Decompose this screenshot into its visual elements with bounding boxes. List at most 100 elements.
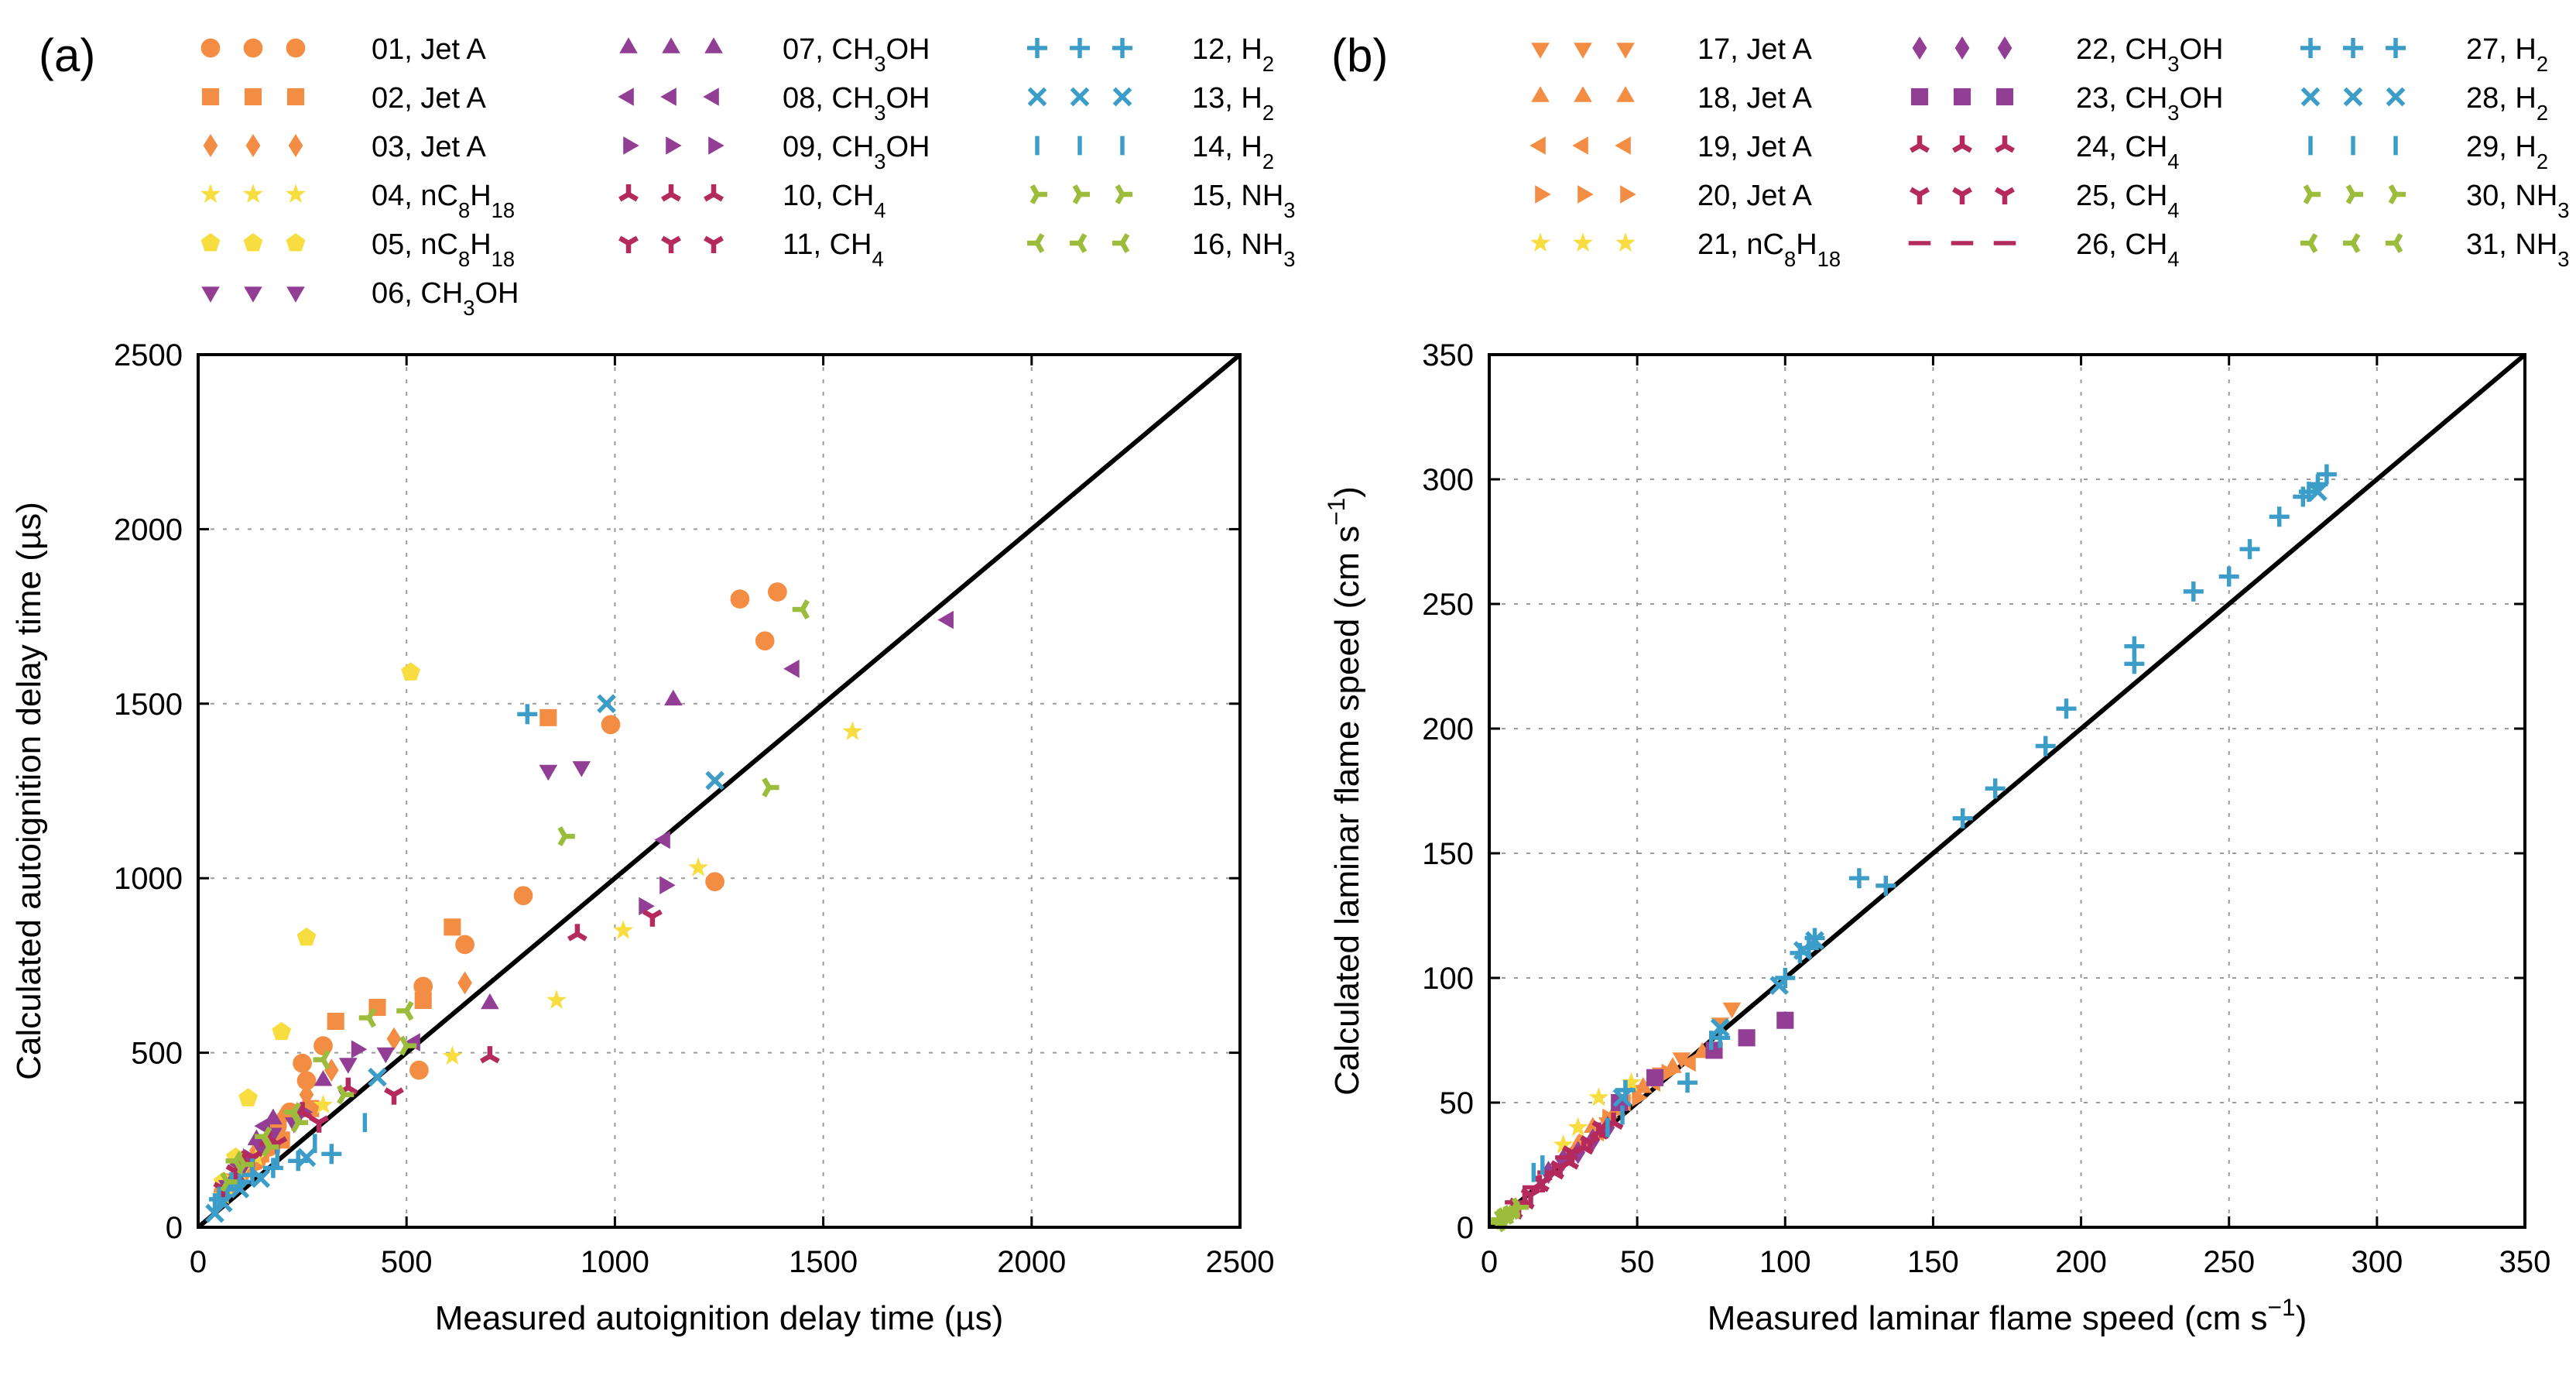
legend-marker bbox=[1070, 38, 1090, 58]
legend-label: 25, CH4 bbox=[2076, 180, 2180, 222]
legend-marker bbox=[201, 286, 220, 303]
data-point bbox=[1722, 1002, 1742, 1019]
data-point bbox=[1875, 875, 1896, 896]
data-point bbox=[396, 1000, 414, 1021]
y-tick-label: 200 bbox=[1422, 712, 1474, 746]
legend-marker bbox=[1027, 233, 1045, 253]
legend-entry-23: 23, CH3OH bbox=[1910, 82, 2224, 125]
legend-label: 07, CH3OH bbox=[783, 33, 930, 76]
data-point bbox=[444, 918, 461, 936]
legend-entry-26: 26, CH4 bbox=[1908, 228, 2180, 271]
data-point bbox=[2269, 506, 2290, 527]
legend-marker bbox=[619, 37, 638, 53]
legend-marker bbox=[1616, 43, 1635, 59]
data-point bbox=[572, 761, 591, 777]
x-tick-label: 50 bbox=[1620, 1245, 1655, 1279]
legend-marker bbox=[704, 37, 723, 53]
data-point bbox=[2035, 736, 2056, 756]
legend-marker bbox=[203, 134, 218, 157]
data-point bbox=[1553, 1134, 1574, 1154]
legend-label: 30, NH3 bbox=[2466, 180, 2570, 222]
legend-label: 11, CH4 bbox=[783, 228, 884, 271]
legend-entry-13: 13, H2 bbox=[1027, 82, 1274, 125]
plot-frame bbox=[197, 353, 1242, 1229]
data-point bbox=[705, 872, 724, 892]
data-point bbox=[225, 1151, 243, 1172]
legend-label: 29, H2 bbox=[2466, 131, 2548, 173]
data-point bbox=[1680, 1053, 1696, 1072]
legend-marker bbox=[662, 37, 680, 53]
x-tick-label: 250 bbox=[2203, 1245, 2255, 1279]
legend-entry-17: 17, Jet A bbox=[1531, 33, 1813, 66]
legend-entry-11: 11, CH4 bbox=[618, 228, 884, 271]
data-point bbox=[272, 1021, 292, 1041]
legend-marker bbox=[1531, 86, 1550, 102]
data-point bbox=[513, 886, 533, 906]
legend-marker bbox=[1616, 86, 1635, 102]
x-tick-label: 1500 bbox=[789, 1245, 858, 1279]
legend-marker bbox=[1072, 184, 1090, 204]
series-06 bbox=[218, 761, 591, 1196]
legend-marker bbox=[200, 233, 221, 252]
data-point bbox=[238, 1088, 258, 1106]
data-point bbox=[313, 1070, 333, 1086]
legend-marker bbox=[2388, 184, 2406, 204]
data-point bbox=[313, 1094, 334, 1114]
legend-marker bbox=[1615, 232, 1636, 252]
legend: 01, Jet A 02, Jet A 03, Jet A 04, nC8H18 05,… bbox=[200, 33, 1296, 320]
data-point bbox=[309, 1115, 330, 1133]
data-point bbox=[1738, 1029, 1756, 1047]
legend-marker bbox=[1910, 187, 1930, 204]
data-point bbox=[481, 993, 499, 1010]
data-point bbox=[399, 1035, 417, 1056]
y-tick-label: 0 bbox=[1457, 1211, 1474, 1245]
parity-line bbox=[197, 352, 1242, 1230]
legend-marker bbox=[1112, 233, 1130, 253]
legend-entry-15: 15, NH3 bbox=[1029, 180, 1296, 222]
legend-label: 09, CH3OH bbox=[783, 131, 930, 173]
x-tick-label: 0 bbox=[190, 1245, 207, 1279]
x-tick-label: 2500 bbox=[1206, 1245, 1275, 1279]
legend-marker bbox=[1115, 184, 1132, 204]
data-point bbox=[1848, 868, 1869, 889]
data-point bbox=[293, 1053, 312, 1073]
legend-label: 17, Jet A bbox=[1697, 33, 1813, 66]
data-point bbox=[659, 876, 676, 894]
legend-marker bbox=[286, 184, 306, 203]
legend-marker bbox=[1112, 38, 1132, 58]
legend-entry-05: 05, nC8H18 bbox=[200, 228, 515, 271]
data-point bbox=[642, 909, 663, 927]
data-point bbox=[1646, 1069, 1664, 1086]
legend-marker bbox=[1952, 187, 1972, 204]
data-point bbox=[1776, 1011, 1794, 1029]
data-point bbox=[251, 1168, 271, 1189]
legend-label: 06, CH3OH bbox=[372, 277, 519, 320]
data-point bbox=[413, 976, 433, 997]
legend-entry-07: 07, CH3OH bbox=[619, 33, 930, 76]
data-point bbox=[937, 610, 954, 630]
legend-label: 15, NH3 bbox=[1192, 180, 1296, 222]
legend-marker bbox=[200, 184, 221, 203]
legend-marker bbox=[286, 87, 305, 106]
data-point bbox=[386, 1027, 402, 1051]
legend-marker bbox=[1954, 36, 1970, 60]
legend-marker bbox=[200, 38, 221, 58]
x-tick-label: 2000 bbox=[997, 1245, 1066, 1279]
legend-marker bbox=[2343, 233, 2361, 253]
data-point bbox=[730, 589, 750, 609]
x-tick-label: 0 bbox=[1481, 1245, 1498, 1279]
legend-entry-03: 03, Jet A bbox=[203, 131, 487, 163]
legend-marker bbox=[1995, 136, 2015, 153]
legend-entry-09: 09, CH3OH bbox=[623, 131, 930, 173]
x-tick-label: 100 bbox=[1759, 1245, 1811, 1279]
legend-marker bbox=[1952, 136, 1972, 153]
legend-marker bbox=[1530, 232, 1550, 252]
data-point bbox=[2239, 539, 2260, 560]
data-point bbox=[792, 599, 810, 620]
y-tick-label: 150 bbox=[1422, 837, 1474, 871]
legend-entry-31: 31, NH3 bbox=[2300, 228, 2570, 271]
data-point bbox=[705, 770, 724, 791]
data-point bbox=[1769, 976, 1789, 996]
legend-marker bbox=[1531, 43, 1550, 59]
legend-label: 04, nC8H18 bbox=[372, 180, 515, 222]
